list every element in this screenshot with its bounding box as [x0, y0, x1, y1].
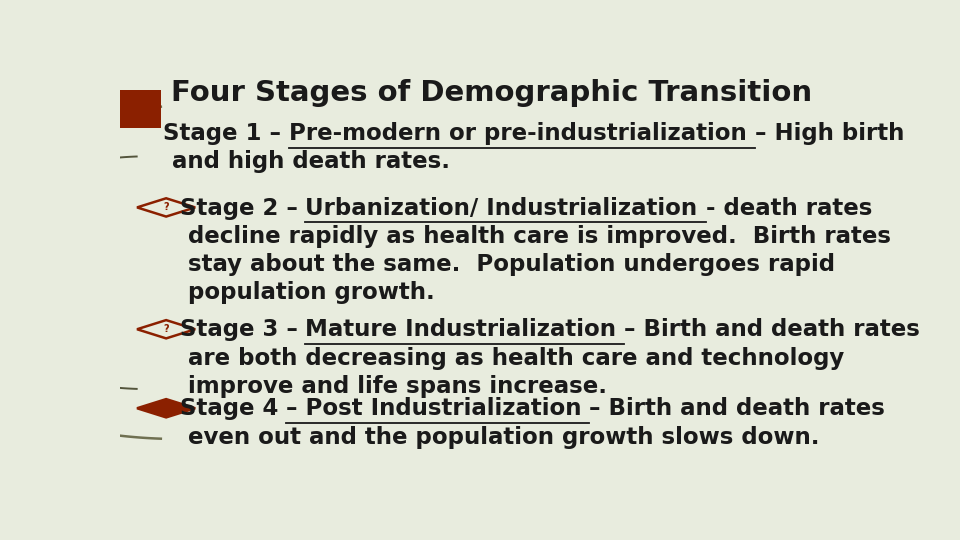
Text: Stage 1 –: Stage 1 –	[163, 122, 289, 145]
Text: Mature Industrialization: Mature Industrialization	[305, 319, 624, 341]
Text: stay about the same.  Population undergoes rapid: stay about the same. Population undergoe…	[188, 253, 835, 276]
Text: Stage 3 –: Stage 3 –	[180, 319, 305, 341]
Text: Stage 2 –: Stage 2 –	[180, 197, 305, 220]
Text: – High birth: – High birth	[755, 122, 904, 145]
Polygon shape	[137, 198, 195, 217]
Text: and high death rates.: and high death rates.	[172, 151, 450, 173]
Text: – Post Industrialization: – Post Industrialization	[286, 397, 589, 421]
Text: Urbanization/ Industrialization: Urbanization/ Industrialization	[305, 197, 706, 220]
Text: population growth.: population growth.	[188, 281, 435, 305]
Text: Stage 4: Stage 4	[180, 397, 286, 421]
Text: decline rapidly as health care is improved.  Birth rates: decline rapidly as health care is improv…	[188, 225, 892, 248]
Text: Pre-modern or pre-industrialization: Pre-modern or pre-industrialization	[289, 122, 755, 145]
Text: – Birth and death rates: – Birth and death rates	[589, 397, 885, 421]
Text: - death rates: - death rates	[706, 197, 872, 220]
Text: ?: ?	[163, 324, 169, 334]
Text: are both decreasing as health care and technology: are both decreasing as health care and t…	[188, 347, 845, 370]
Polygon shape	[137, 399, 195, 417]
Text: improve and life spans increase.: improve and life spans increase.	[188, 375, 608, 398]
Text: even out and the population growth slows down.: even out and the population growth slows…	[188, 426, 820, 449]
Text: ?: ?	[163, 202, 169, 212]
FancyBboxPatch shape	[120, 90, 161, 128]
Text: Four Stages of Demographic Transition: Four Stages of Demographic Transition	[172, 79, 812, 107]
Polygon shape	[137, 320, 195, 339]
Text: – Birth and death rates: – Birth and death rates	[624, 319, 921, 341]
